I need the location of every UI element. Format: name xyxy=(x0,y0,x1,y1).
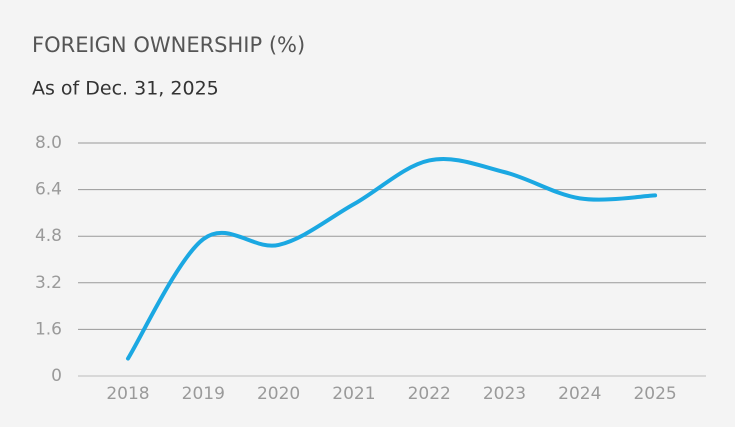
x-tick-label: 2023 xyxy=(483,384,526,404)
y-tick-label: 0 xyxy=(51,366,62,386)
x-tick-label: 2019 xyxy=(182,384,225,404)
x-tick-label: 2024 xyxy=(558,384,601,404)
line xyxy=(126,157,658,361)
y-tick-label: 3.2 xyxy=(35,273,62,293)
y-tick-label: 1.6 xyxy=(35,319,62,339)
x-tick-label: 2018 xyxy=(106,384,149,404)
chart-title: FOREIGN OWNERSHIP (%) xyxy=(32,33,305,57)
x-tick-label: 2022 xyxy=(408,384,451,404)
y-tick-label: 8.0 xyxy=(35,133,62,153)
x-tick-label: 2020 xyxy=(257,384,300,404)
y-tick-label: 6.4 xyxy=(35,180,62,200)
chart-subtitle: As of Dec. 31, 2025 xyxy=(32,78,219,100)
x-tick-label: 2021 xyxy=(332,384,375,404)
y-tick-label: 4.8 xyxy=(35,226,62,246)
x-tick-label: 2025 xyxy=(633,384,676,404)
